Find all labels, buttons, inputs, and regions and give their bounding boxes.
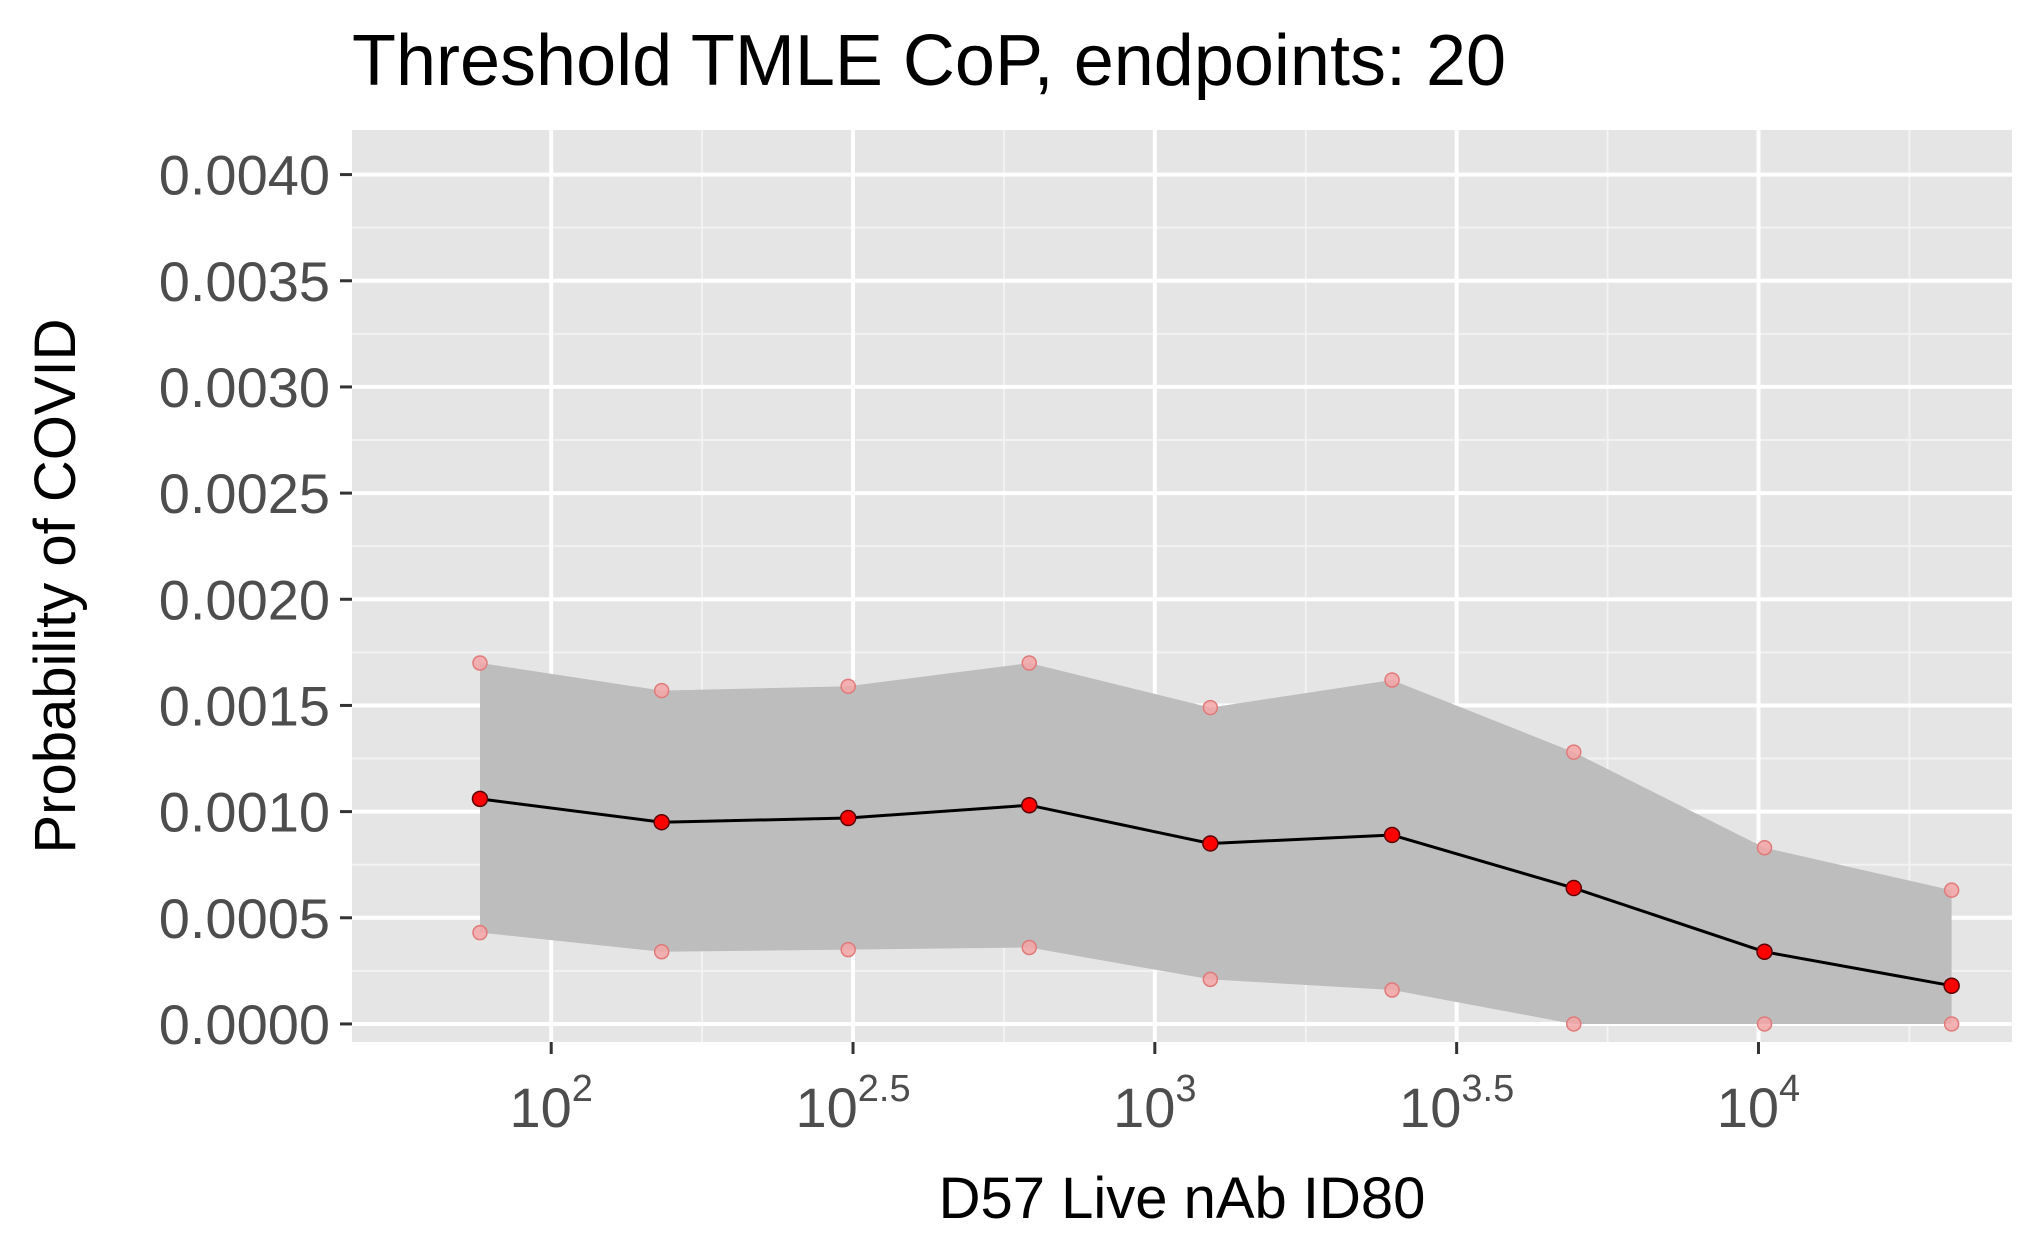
y-axis-label: Probability of COVID bbox=[23, 318, 88, 853]
upper_ci-point bbox=[1943, 882, 1960, 898]
y-tick-label: 0.0000 bbox=[159, 993, 330, 1056]
x-tick-label: 103.5 bbox=[1399, 1068, 1514, 1139]
estimate-point bbox=[653, 813, 670, 831]
x-tick-label: 104 bbox=[1717, 1068, 1800, 1139]
upper_ci-point bbox=[1384, 672, 1400, 688]
lower_ci-point bbox=[1756, 1016, 1773, 1032]
y-tick-label: 0.0030 bbox=[159, 356, 330, 419]
estimate-point bbox=[839, 809, 857, 827]
y-tick-label: 0.0005 bbox=[159, 887, 330, 950]
y-axis: 0.0000 0.0005 0.0010 0.0015 0.0020 0.0025 0.00… bbox=[159, 144, 352, 1056]
y-tick-label: 0.0025 bbox=[159, 462, 330, 525]
upper_ci-point bbox=[653, 682, 670, 699]
estimate-point bbox=[1202, 835, 1219, 852]
lower_ci-point bbox=[1202, 971, 1219, 988]
estimate-point bbox=[1383, 826, 1401, 844]
y-tick-label: 0.0035 bbox=[159, 250, 330, 313]
upper_ci-point bbox=[1021, 655, 1038, 671]
lower_ci-point bbox=[472, 924, 488, 941]
confidence-bound-points bbox=[472, 655, 1960, 1032]
upper_ci-point bbox=[472, 655, 488, 671]
estimate-point bbox=[471, 790, 489, 808]
x-tick-label: 102 bbox=[509, 1068, 592, 1139]
chart-title: Threshold TMLE CoP, endpoints: 20 bbox=[352, 21, 1506, 101]
x-tick-label: 103 bbox=[1113, 1068, 1196, 1139]
lower_ci-point bbox=[1384, 982, 1400, 998]
x-tick-label: 102.5 bbox=[795, 1068, 910, 1139]
lower_ci-point bbox=[1021, 939, 1038, 956]
y-tick-label: 0.0015 bbox=[159, 674, 330, 737]
estimate-point bbox=[1756, 943, 1773, 961]
estimate-point bbox=[1565, 879, 1583, 897]
x-axis-label: D57 Live nAb ID80 bbox=[939, 1166, 1426, 1231]
estimate-point bbox=[1943, 977, 1960, 994]
upper_ci-point bbox=[1566, 744, 1582, 760]
estimate-points bbox=[471, 790, 1960, 994]
y-tick-label: 0.0020 bbox=[159, 568, 330, 631]
y-tick-label: 0.0010 bbox=[159, 781, 330, 844]
upper_ci-point bbox=[1756, 839, 1773, 856]
lower_ci-point bbox=[840, 941, 856, 958]
upper_ci-point bbox=[1202, 699, 1219, 716]
lower_ci-point bbox=[1566, 1016, 1582, 1032]
y-tick-label: 0.0040 bbox=[159, 144, 330, 207]
x-axis: 102 102.5 103 103.5 104 bbox=[509, 1042, 1800, 1139]
upper_ci-point bbox=[840, 678, 856, 695]
lower_ci-point bbox=[1943, 1016, 1960, 1032]
lower_ci-point bbox=[653, 944, 670, 960]
estimate-point bbox=[1021, 796, 1038, 814]
